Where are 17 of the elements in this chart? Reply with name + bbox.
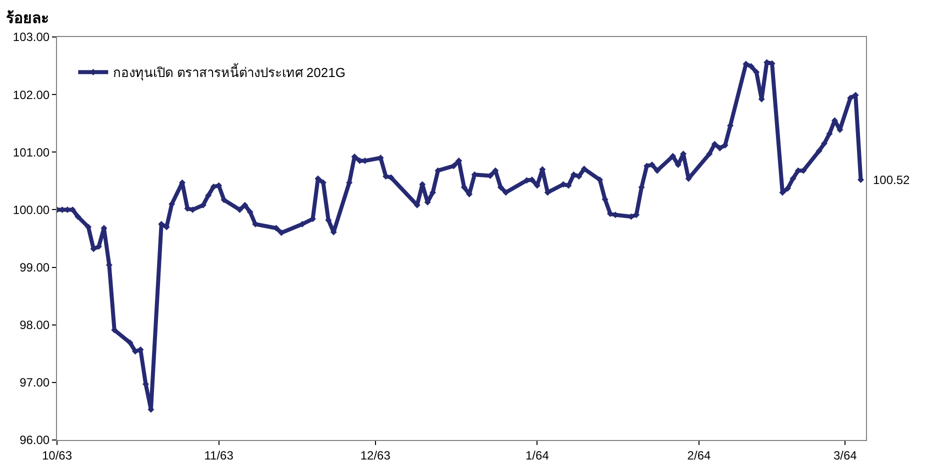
y-tick-label: 98.00	[20, 318, 50, 332]
x-tick-label: 2/64	[687, 448, 711, 462]
x-tick-label: 3/64	[833, 448, 858, 462]
y-tick-label: 99.00	[20, 260, 50, 274]
y-tick-label: 100.00	[12, 202, 50, 217]
x-tick-label: 10/63	[42, 448, 72, 462]
annotation: 100.52	[873, 173, 910, 187]
y-tick-label: 96.00	[20, 433, 50, 448]
y-tick-label: 101.00	[12, 145, 50, 160]
legend-label: กองทุนเปิด ตราสารหนี้ต่างประเทศ 2021G	[113, 63, 346, 82]
x-tick-label: 12/63	[360, 448, 391, 462]
y-tick-label: 102.00	[12, 88, 50, 102]
y-tick-label: 103.00	[12, 30, 50, 44]
x-tick-label: 1/64	[526, 448, 550, 462]
x-tick-label: 11/63	[204, 448, 234, 462]
y-axis-title: ร้อยละ	[6, 10, 49, 27]
y-tick-label: 97.00	[20, 376, 50, 390]
